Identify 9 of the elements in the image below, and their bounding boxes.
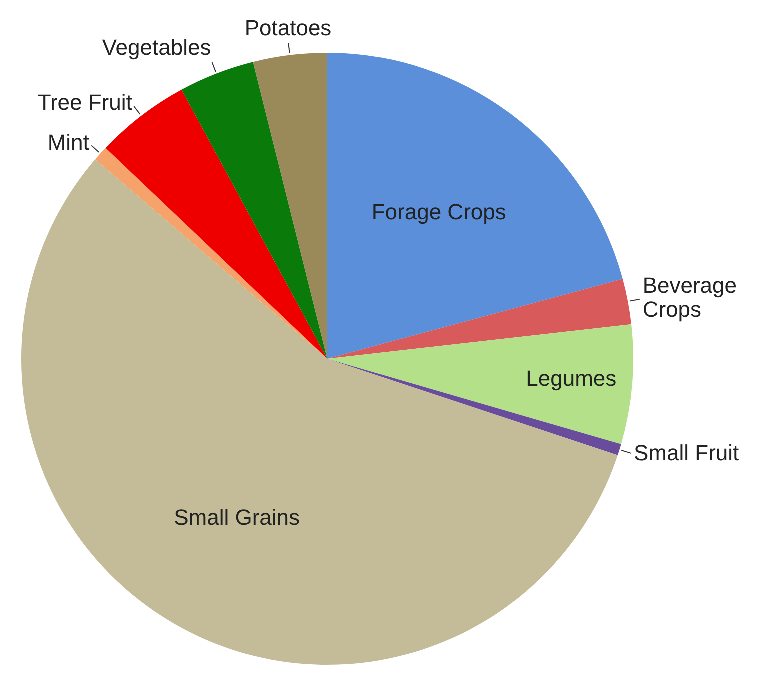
slice-label: Legumes <box>526 366 617 391</box>
slice-label: Small Fruit <box>634 440 740 466</box>
slice-label: Beverage Crops <box>642 272 737 322</box>
slice-label: Tree Fruit <box>38 90 132 116</box>
slice-label: Forage Crops <box>372 199 506 224</box>
slice-label: Mint <box>48 130 90 155</box>
slice-label: Vegetables <box>102 34 212 60</box>
slice-label: Small Grains <box>174 504 300 530</box>
slice-label: Potatoes <box>244 15 332 40</box>
